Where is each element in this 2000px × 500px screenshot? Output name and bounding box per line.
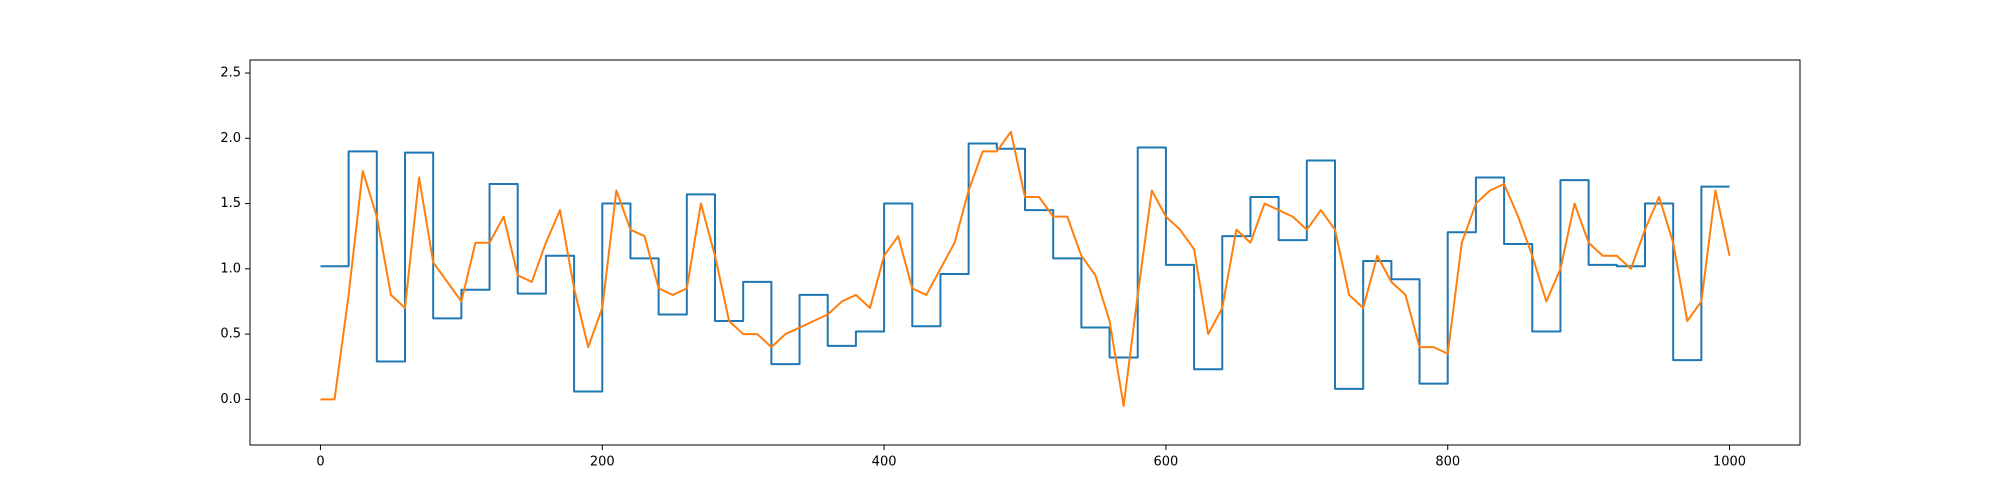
data-line [320,130,1731,407]
x-tick-label: 800 [1435,455,1460,470]
y-tick-label: 0.0 [220,392,241,407]
data-line [320,142,1730,393]
y-tick-label: 0.5 [220,327,241,342]
y-tick-label: 2.0 [220,131,241,146]
y-tick-label: 1.0 [220,261,241,276]
x-tick-label: 1000 [1713,455,1746,470]
y-tick-label: 2.5 [220,66,241,81]
x-tick-label: 0 [316,455,324,470]
plot-frame [249,59,1801,446]
x-tick-label: 600 [1153,455,1178,470]
y-tick-label: 1.5 [220,196,241,211]
x-tick-label: 200 [590,455,615,470]
x-tick-label: 400 [872,455,897,470]
